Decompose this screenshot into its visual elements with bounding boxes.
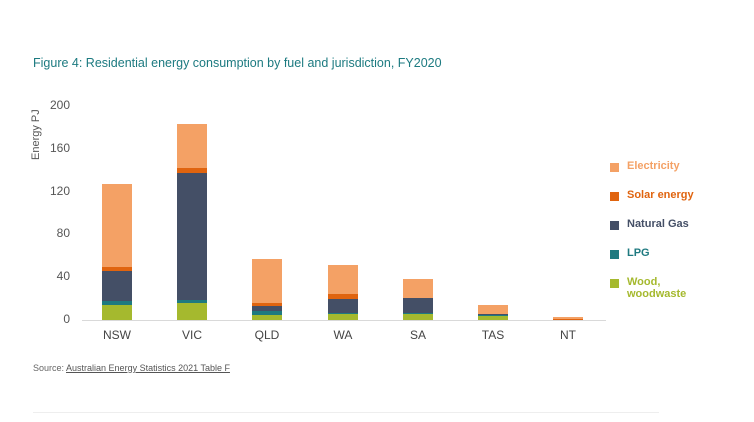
bar-segment	[553, 316, 583, 320]
bar-tas	[478, 305, 508, 320]
bar-segment	[252, 314, 282, 320]
bar-segment	[328, 313, 358, 320]
legend-swatch-icon	[610, 192, 619, 201]
x-tick-label: NSW	[103, 328, 131, 342]
x-tick-label: VIC	[181, 328, 202, 342]
bar-segment	[177, 168, 207, 174]
x-tick-label: SA	[409, 328, 426, 342]
legend-swatch-icon	[610, 163, 619, 172]
x-tick-label: QLD	[254, 328, 280, 342]
y-tick-label: 160	[49, 140, 70, 155]
bar-segment	[102, 266, 132, 271]
bar-segment	[328, 298, 358, 313]
legend-swatch-icon	[610, 250, 619, 259]
legend-item: Solar energy	[610, 189, 717, 218]
bar-segment	[403, 313, 433, 314]
bar-segment	[478, 315, 508, 316]
legend-item: Electricity	[610, 160, 717, 189]
x-tick-label: NT	[560, 328, 576, 342]
bar-segment	[478, 314, 508, 316]
bar-segment	[403, 313, 433, 320]
bar-nt	[553, 316, 583, 320]
source-link[interactable]: Australian Energy Statistics 2021 Table …	[66, 363, 230, 373]
legend-label: LPG	[627, 247, 650, 259]
bar-segment	[177, 124, 207, 169]
legend-item: LPG	[610, 247, 717, 276]
bar-segment	[102, 300, 132, 306]
legend-item: Wood, woodwaste	[610, 276, 717, 305]
y-tick-label: 80	[56, 226, 70, 241]
x-tick-label: WA	[333, 328, 353, 342]
bar-segment	[478, 313, 508, 315]
y-tick-label: 200	[49, 98, 70, 112]
divider	[33, 412, 659, 413]
bar-vic	[177, 124, 207, 320]
bar-segment	[403, 297, 433, 299]
legend-item: Natural Gas	[610, 218, 717, 247]
bar-segment	[328, 312, 358, 314]
bar-segment	[478, 305, 508, 314]
bar-segment	[328, 265, 358, 295]
bar-segment	[553, 319, 583, 320]
bar-segment	[252, 306, 282, 312]
bar-segment	[328, 294, 358, 299]
chart-title: Figure 4: Residential energy consumption…	[33, 56, 442, 70]
bar-segment	[252, 259, 282, 303]
bar-sa	[403, 279, 433, 320]
legend-swatch-icon	[610, 279, 619, 288]
source-prefix: Source:	[33, 363, 67, 373]
source-note: Source: Australian Energy Statistics 202…	[33, 363, 230, 373]
x-tick-label: TAS	[481, 328, 505, 342]
legend-label: Natural Gas	[627, 218, 689, 230]
legend: Electricity Solar energy Natural Gas LPG Woo…	[610, 160, 717, 305]
bar-segment	[177, 299, 207, 303]
bar-segment	[177, 173, 207, 300]
bar-segment	[102, 184, 132, 267]
bar-wa	[328, 265, 358, 320]
y-tick-label: 120	[49, 183, 70, 198]
bar-segment	[177, 302, 207, 320]
bar-segment	[403, 279, 433, 298]
bar-segment	[252, 311, 282, 315]
bar-segment	[478, 315, 508, 320]
legend-label: Electricity	[627, 160, 680, 172]
bar-segment	[403, 298, 433, 314]
y-tick-label: 40	[56, 269, 70, 284]
y-tick-label: 0	[63, 312, 70, 326]
bar-nsw	[102, 184, 132, 320]
legend-label: Solar energy	[627, 189, 694, 201]
x-axis-line	[82, 320, 606, 321]
bar-segment	[102, 305, 132, 320]
bar-qld	[252, 259, 282, 320]
bar-segment	[102, 270, 132, 301]
legend-swatch-icon	[610, 221, 619, 230]
legend-label: Wood, woodwaste	[627, 276, 687, 300]
bar-segment	[252, 302, 282, 307]
